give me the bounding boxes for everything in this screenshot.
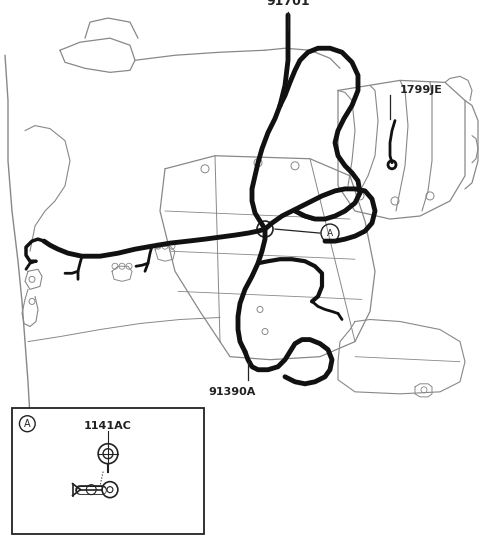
Text: 1141AC: 1141AC <box>84 421 132 431</box>
Text: 91390A: 91390A <box>208 387 256 397</box>
Text: A: A <box>24 419 31 428</box>
Text: A: A <box>327 229 333 237</box>
Text: 91701: 91701 <box>266 0 310 8</box>
Text: 1799JE: 1799JE <box>400 85 443 95</box>
